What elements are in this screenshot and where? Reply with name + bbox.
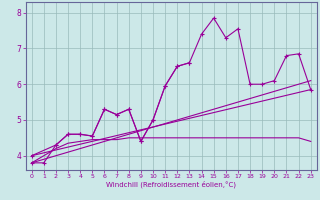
X-axis label: Windchill (Refroidissement éolien,°C): Windchill (Refroidissement éolien,°C) — [106, 181, 236, 188]
